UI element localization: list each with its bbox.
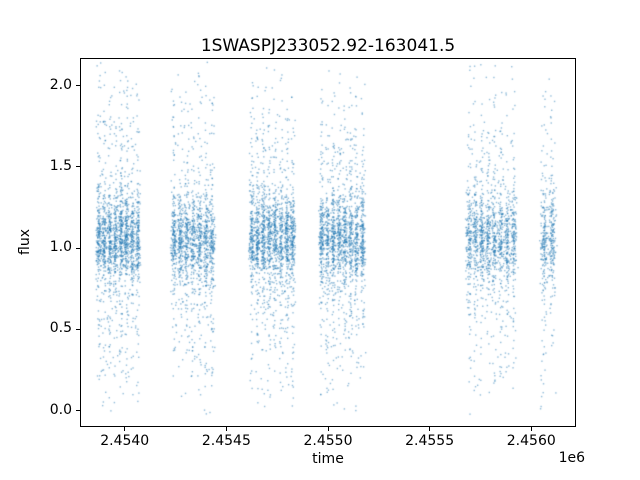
x-axis-label: time bbox=[312, 451, 344, 467]
y-tick-label: 1.0 bbox=[49, 239, 72, 256]
x-tick-mark bbox=[530, 427, 532, 431]
y-tick-label: 1.5 bbox=[49, 157, 72, 174]
y-tick-mark bbox=[76, 247, 80, 249]
y-tick-label: 0.5 bbox=[49, 320, 72, 337]
x-tick-mark bbox=[327, 427, 329, 431]
x-tick-mark bbox=[429, 427, 431, 431]
y-tick-label: 0.0 bbox=[49, 401, 72, 418]
x-tick-mark bbox=[124, 427, 126, 431]
x-tick-mark bbox=[225, 427, 227, 431]
chart-title: 1SWASPJ233052.92-163041.5 bbox=[200, 36, 456, 56]
x-tick-label: 2.4545 bbox=[201, 433, 251, 449]
y-tick-label: 2.0 bbox=[49, 76, 72, 93]
y-tick-mark bbox=[76, 410, 80, 412]
x-tick-label: 2.4560 bbox=[506, 433, 556, 449]
y-tick-mark bbox=[76, 85, 80, 87]
x-tick-label: 2.4555 bbox=[405, 433, 455, 449]
x-axis-offset-label: 1e6 bbox=[558, 450, 585, 466]
x-tick-label: 2.4550 bbox=[303, 433, 353, 449]
scatter-canvas bbox=[80, 58, 576, 427]
x-tick-label: 2.4540 bbox=[100, 433, 150, 449]
y-tick-mark bbox=[76, 328, 80, 330]
y-tick-mark bbox=[76, 166, 80, 168]
